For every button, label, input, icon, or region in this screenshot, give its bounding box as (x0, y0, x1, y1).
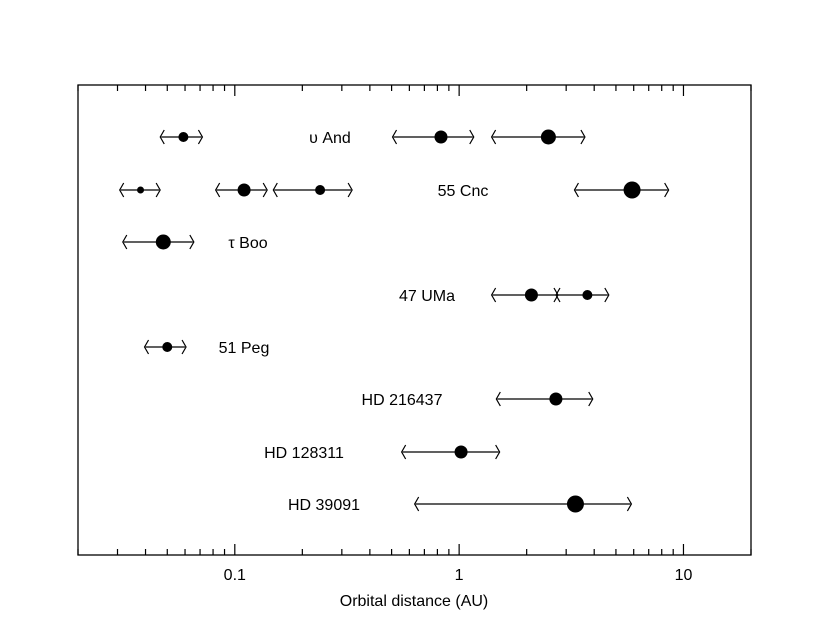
system-row: HD 128311 (264, 444, 501, 462)
system-row: 51 Peg (143, 339, 270, 357)
periastron-bracket (490, 287, 497, 303)
planet-marker (315, 185, 326, 195)
planet-marker (623, 181, 641, 199)
apastron-bracket (495, 444, 501, 460)
periastron-bracket (119, 182, 125, 198)
system-row: HD 216437 (362, 391, 594, 409)
planet-marker (454, 445, 468, 459)
star-label: HD 39091 (288, 497, 360, 514)
apastron-bracket (626, 496, 633, 512)
system-row: υ And (159, 129, 586, 147)
star-label: υ And (309, 130, 351, 147)
star-label: HD 128311 (264, 445, 344, 462)
apastron-bracket (604, 287, 610, 303)
periastron-bracket (490, 129, 497, 145)
apastron-bracket (189, 234, 195, 250)
apastron-bracket (664, 182, 670, 198)
axis-ticks (77, 85, 752, 555)
x-axis-label: Orbital distance (AU) (340, 593, 489, 610)
periastron-bracket (272, 182, 278, 198)
planet-marker (155, 234, 171, 250)
periastron-bracket (391, 129, 398, 145)
periastron-bracket (495, 391, 501, 407)
plot-frame (77, 84, 752, 556)
periastron-bracket (122, 234, 128, 250)
planet-marker (540, 129, 556, 145)
star-label: 47 UMa (399, 288, 455, 305)
x-tick-label: 1 (455, 567, 464, 584)
periastron-bracket (214, 182, 221, 198)
periastron-bracket (159, 129, 165, 145)
planet-marker (137, 186, 145, 194)
apastron-bracket (469, 129, 475, 145)
star-label: 51 Peg (219, 340, 270, 357)
periastron-bracket (400, 444, 407, 460)
planet-marker (434, 130, 448, 144)
system-row: 55 Cnc (119, 181, 670, 200)
star-label: HD 216437 (362, 392, 443, 409)
planet-marker (566, 495, 584, 513)
planet-marker (549, 392, 563, 406)
apastron-bracket (197, 129, 204, 145)
apastron-bracket (262, 182, 268, 198)
apastron-bracket (155, 182, 161, 198)
system-row: τ Boo (122, 234, 268, 252)
planet-marker (162, 342, 173, 352)
periastron-bracket (143, 339, 150, 355)
apastron-bracket (580, 129, 586, 145)
x-tick-label: 10 (675, 567, 693, 584)
apastron-bracket (181, 339, 187, 355)
star-label: 55 Cnc (438, 183, 489, 200)
system-row: HD 39091 (288, 495, 633, 514)
star-label: τ Boo (228, 235, 267, 252)
apastron-bracket (588, 391, 594, 407)
planet-marker (178, 132, 189, 142)
periastron-bracket (555, 287, 561, 303)
planet-marker (237, 183, 251, 197)
planetary-systems: υ And 55 Cnc τ Boo 47 UMa 51 Peg HD 216437 HD … (119, 129, 670, 514)
periastron-bracket (573, 182, 579, 198)
x-tick-labels: 0.1 1 10 (224, 567, 693, 584)
x-tick-label: 0.1 (224, 567, 246, 584)
apastron-bracket (347, 182, 353, 198)
planet-marker (524, 288, 538, 302)
system-row: 47 UMa (399, 287, 610, 305)
periastron-bracket (413, 496, 420, 512)
planet-marker (582, 290, 593, 300)
